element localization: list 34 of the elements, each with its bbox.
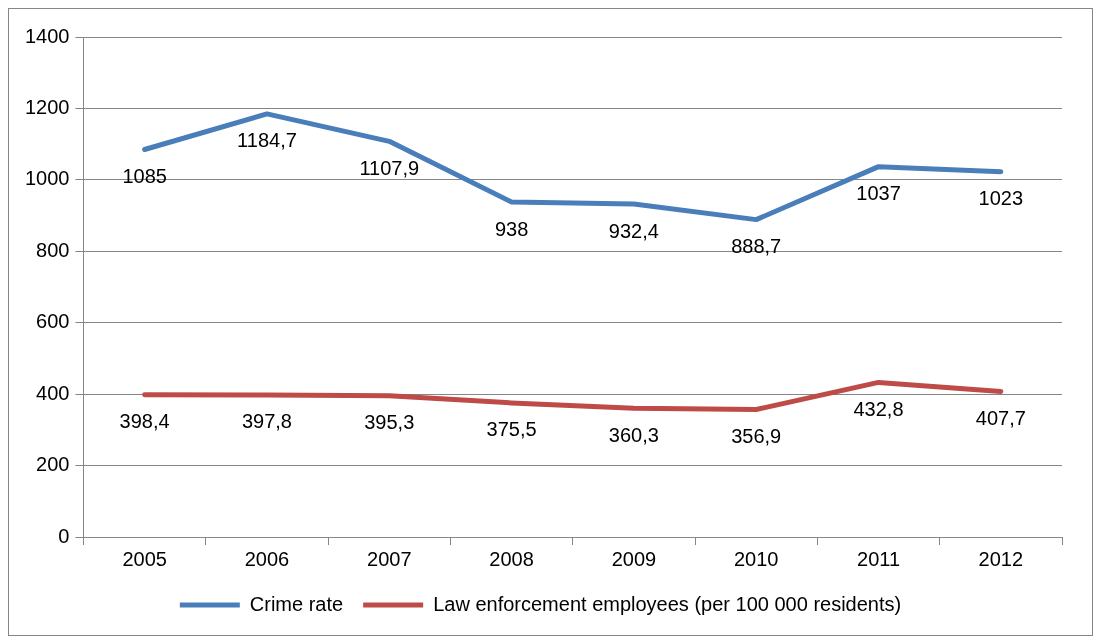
x-tick-label: 2012 [978,547,1024,570]
y-tick-label: 600 [36,310,70,333]
y-tick-label: 800 [36,238,70,261]
data-label: 1085 [122,165,167,188]
data-label: 1037 [856,182,901,205]
x-tick-label: 2009 [611,547,657,570]
data-label: 932,4 [608,219,659,242]
data-label: 432,8 [853,397,904,420]
data-label: 1023 [978,187,1024,210]
data-label: 938 [494,217,529,240]
x-tick-label: 2008 [489,547,534,570]
data-label: 356,9 [731,425,782,448]
data-label: 1107,9 [359,156,420,179]
x-tick-label: 2005 [122,547,167,570]
x-tick-label: 2011 [857,547,901,570]
y-tick-label: 400 [36,381,70,404]
y-tick-label: 1000 [24,167,70,190]
data-label: 375,5 [486,418,537,441]
data-label: 1184,7 [237,129,297,152]
legend-label: Crime rate [249,592,344,615]
x-tick-label: 2010 [733,547,779,570]
data-label: 397,8 [241,410,292,433]
x-tick-label: 2007 [367,547,412,570]
data-label: 888,7 [731,235,782,258]
legend-label: Law enforcement employees (per 100 000 residents) [433,592,902,615]
y-tick-label: 1200 [24,95,70,118]
y-tick-label: 1400 [24,24,70,47]
y-tick-label: 200 [36,453,70,476]
data-label: 398,4 [119,410,170,433]
data-label: 360,3 [608,423,659,446]
y-tick-label: 0 [58,524,70,547]
data-label: 395,3 [364,411,415,434]
x-tick-label: 2006 [244,547,290,570]
data-label: 407,7 [975,406,1026,429]
